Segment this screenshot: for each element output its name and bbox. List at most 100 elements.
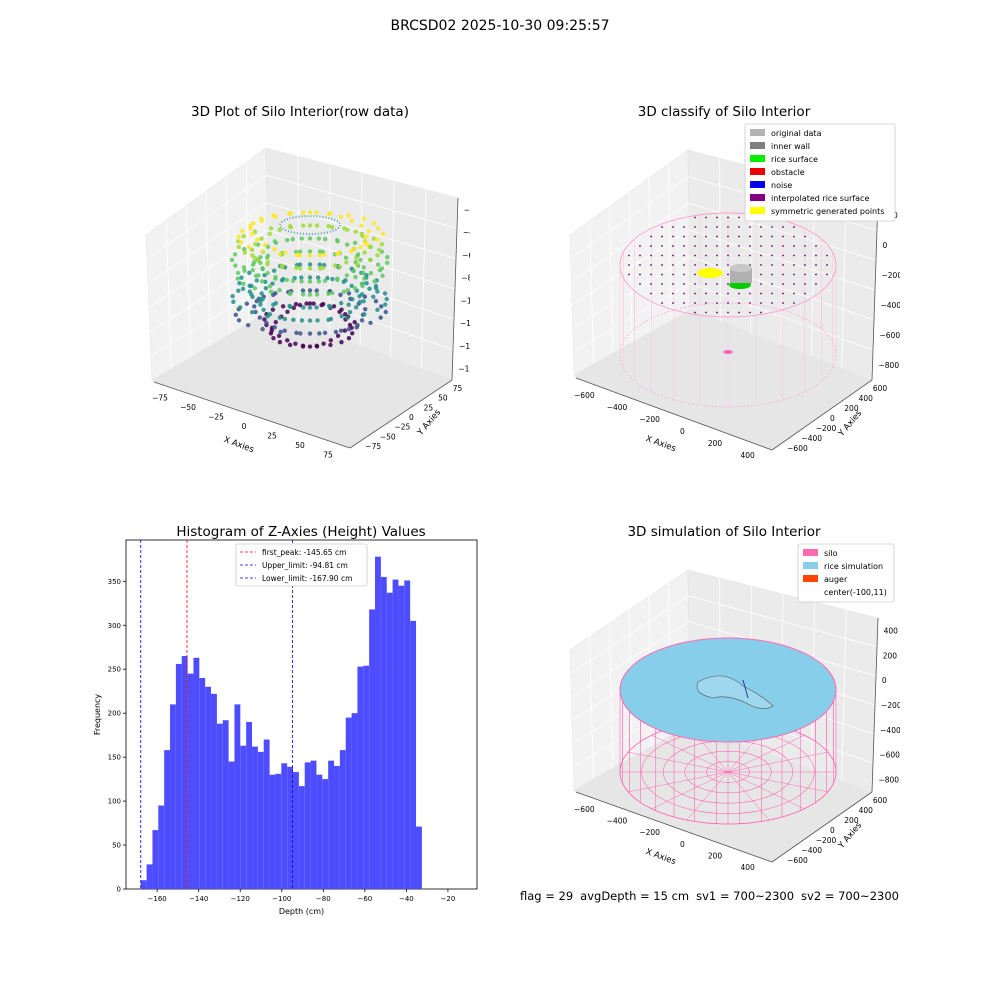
classify-interp-point [826, 264, 828, 266]
raw-point [294, 330, 299, 336]
raw-point [245, 322, 251, 328]
raw-point [317, 253, 322, 258]
classify-interp-point [782, 302, 784, 304]
raw-point [307, 292, 313, 297]
raw-ztick-label: −80 [461, 274, 470, 283]
raw-point [277, 287, 282, 293]
raw-point [250, 253, 255, 258]
raw-point [271, 335, 276, 341]
classify-interp-point [628, 254, 630, 257]
classify-xtick-label: 0 [680, 427, 685, 436]
raw-point [326, 211, 332, 217]
raw-point [376, 247, 382, 253]
classify-x-axis [575, 377, 773, 451]
classify-xlabel: X Axies [644, 434, 677, 454]
classify-interp-point [705, 292, 707, 295]
raw-point [307, 266, 313, 271]
raw-point [367, 257, 373, 263]
classify-interp-point [694, 283, 696, 285]
classify-interp-point [804, 292, 806, 295]
raw-point [279, 263, 285, 268]
raw-point [237, 305, 243, 310]
hist-bar [234, 704, 241, 889]
raw-point [314, 305, 319, 310]
raw-point [264, 320, 269, 325]
classify-interp-point [749, 311, 751, 314]
raw-point [259, 236, 264, 241]
raw-point [307, 236, 313, 241]
classify-interp-point [716, 302, 718, 304]
raw-point [343, 255, 349, 260]
classify-interp-point [738, 302, 740, 304]
sim-xtick-label: −600 [574, 805, 595, 814]
classify-interp-point [705, 216, 707, 219]
raw-point [360, 283, 365, 289]
raw-point [288, 290, 293, 296]
classify-interp-point [782, 283, 784, 285]
sim-x-axis [575, 791, 773, 863]
classify-interp-point [650, 292, 652, 295]
raw-point [277, 315, 283, 320]
classify-interp-point [716, 283, 718, 285]
sim-ztick-label: 0 [882, 676, 887, 685]
raw-point [307, 288, 313, 293]
raw-point [354, 261, 360, 267]
hist-bar [211, 693, 217, 889]
raw-point [363, 234, 369, 240]
hist-bar [246, 721, 253, 889]
classify-interp-point [650, 264, 652, 266]
sim-legend-label: rice simulation [824, 562, 883, 571]
classify-interp-point [815, 245, 817, 247]
hist-ylabel: Frequency [93, 694, 102, 736]
classify-interp-point [727, 311, 729, 314]
hist-bar [269, 774, 276, 889]
raw-point [347, 309, 353, 315]
classify-interp-point [672, 292, 674, 295]
raw-point [247, 270, 252, 276]
raw-point [339, 313, 344, 319]
classify-interp-point [661, 273, 663, 276]
raw-point [314, 288, 319, 293]
raw-point [236, 234, 241, 240]
classify-interp-point [661, 302, 663, 304]
hist-legend-label: Lower_limit: -167.90 cm [262, 574, 352, 583]
classify-legend-swatch [750, 142, 765, 149]
raw-point [236, 288, 241, 293]
raw-point [364, 280, 369, 286]
hist-bar [410, 620, 417, 889]
raw-point [293, 341, 298, 346]
sim-silo-floor-spoke [628, 771, 729, 793]
hist-bar [205, 686, 212, 889]
classify-legend-swatch [750, 129, 765, 136]
classify-legend [744, 123, 896, 222]
sim-ztick-label: −800 [878, 776, 899, 785]
raw-point [251, 221, 256, 226]
raw-point [353, 305, 359, 310]
classify-interp-point [771, 254, 773, 257]
raw-point [380, 231, 386, 237]
classify-interp-point [639, 264, 641, 266]
raw-point [328, 338, 334, 343]
classify-interp-point [804, 245, 806, 247]
classify-interp-point [672, 245, 674, 247]
hist-bar [316, 774, 323, 889]
classify-xtick-label: −400 [607, 403, 628, 412]
raw-point [343, 312, 348, 317]
raw-point [333, 329, 339, 335]
raw-point-layer [236, 223, 385, 271]
classify-interp-point [639, 283, 641, 285]
raw-point [358, 257, 363, 263]
raw-ytick-label: −25 [394, 423, 410, 432]
classify-interp-point [738, 292, 740, 295]
raw-point [379, 304, 384, 309]
flag-text: flag = 29 [520, 889, 574, 903]
classify-xtick-label: −600 [574, 391, 595, 400]
classify-interp-point [628, 264, 630, 266]
raw-point [315, 318, 320, 323]
sim-legend [797, 543, 895, 603]
raw-point [337, 264, 343, 270]
raw-point [242, 268, 247, 273]
raw-xtick-label: −50 [180, 403, 196, 412]
classify-legend-label: inner wall [771, 142, 810, 151]
simulation-plot-title: 3D simulation of Silo Interior [627, 524, 821, 540]
